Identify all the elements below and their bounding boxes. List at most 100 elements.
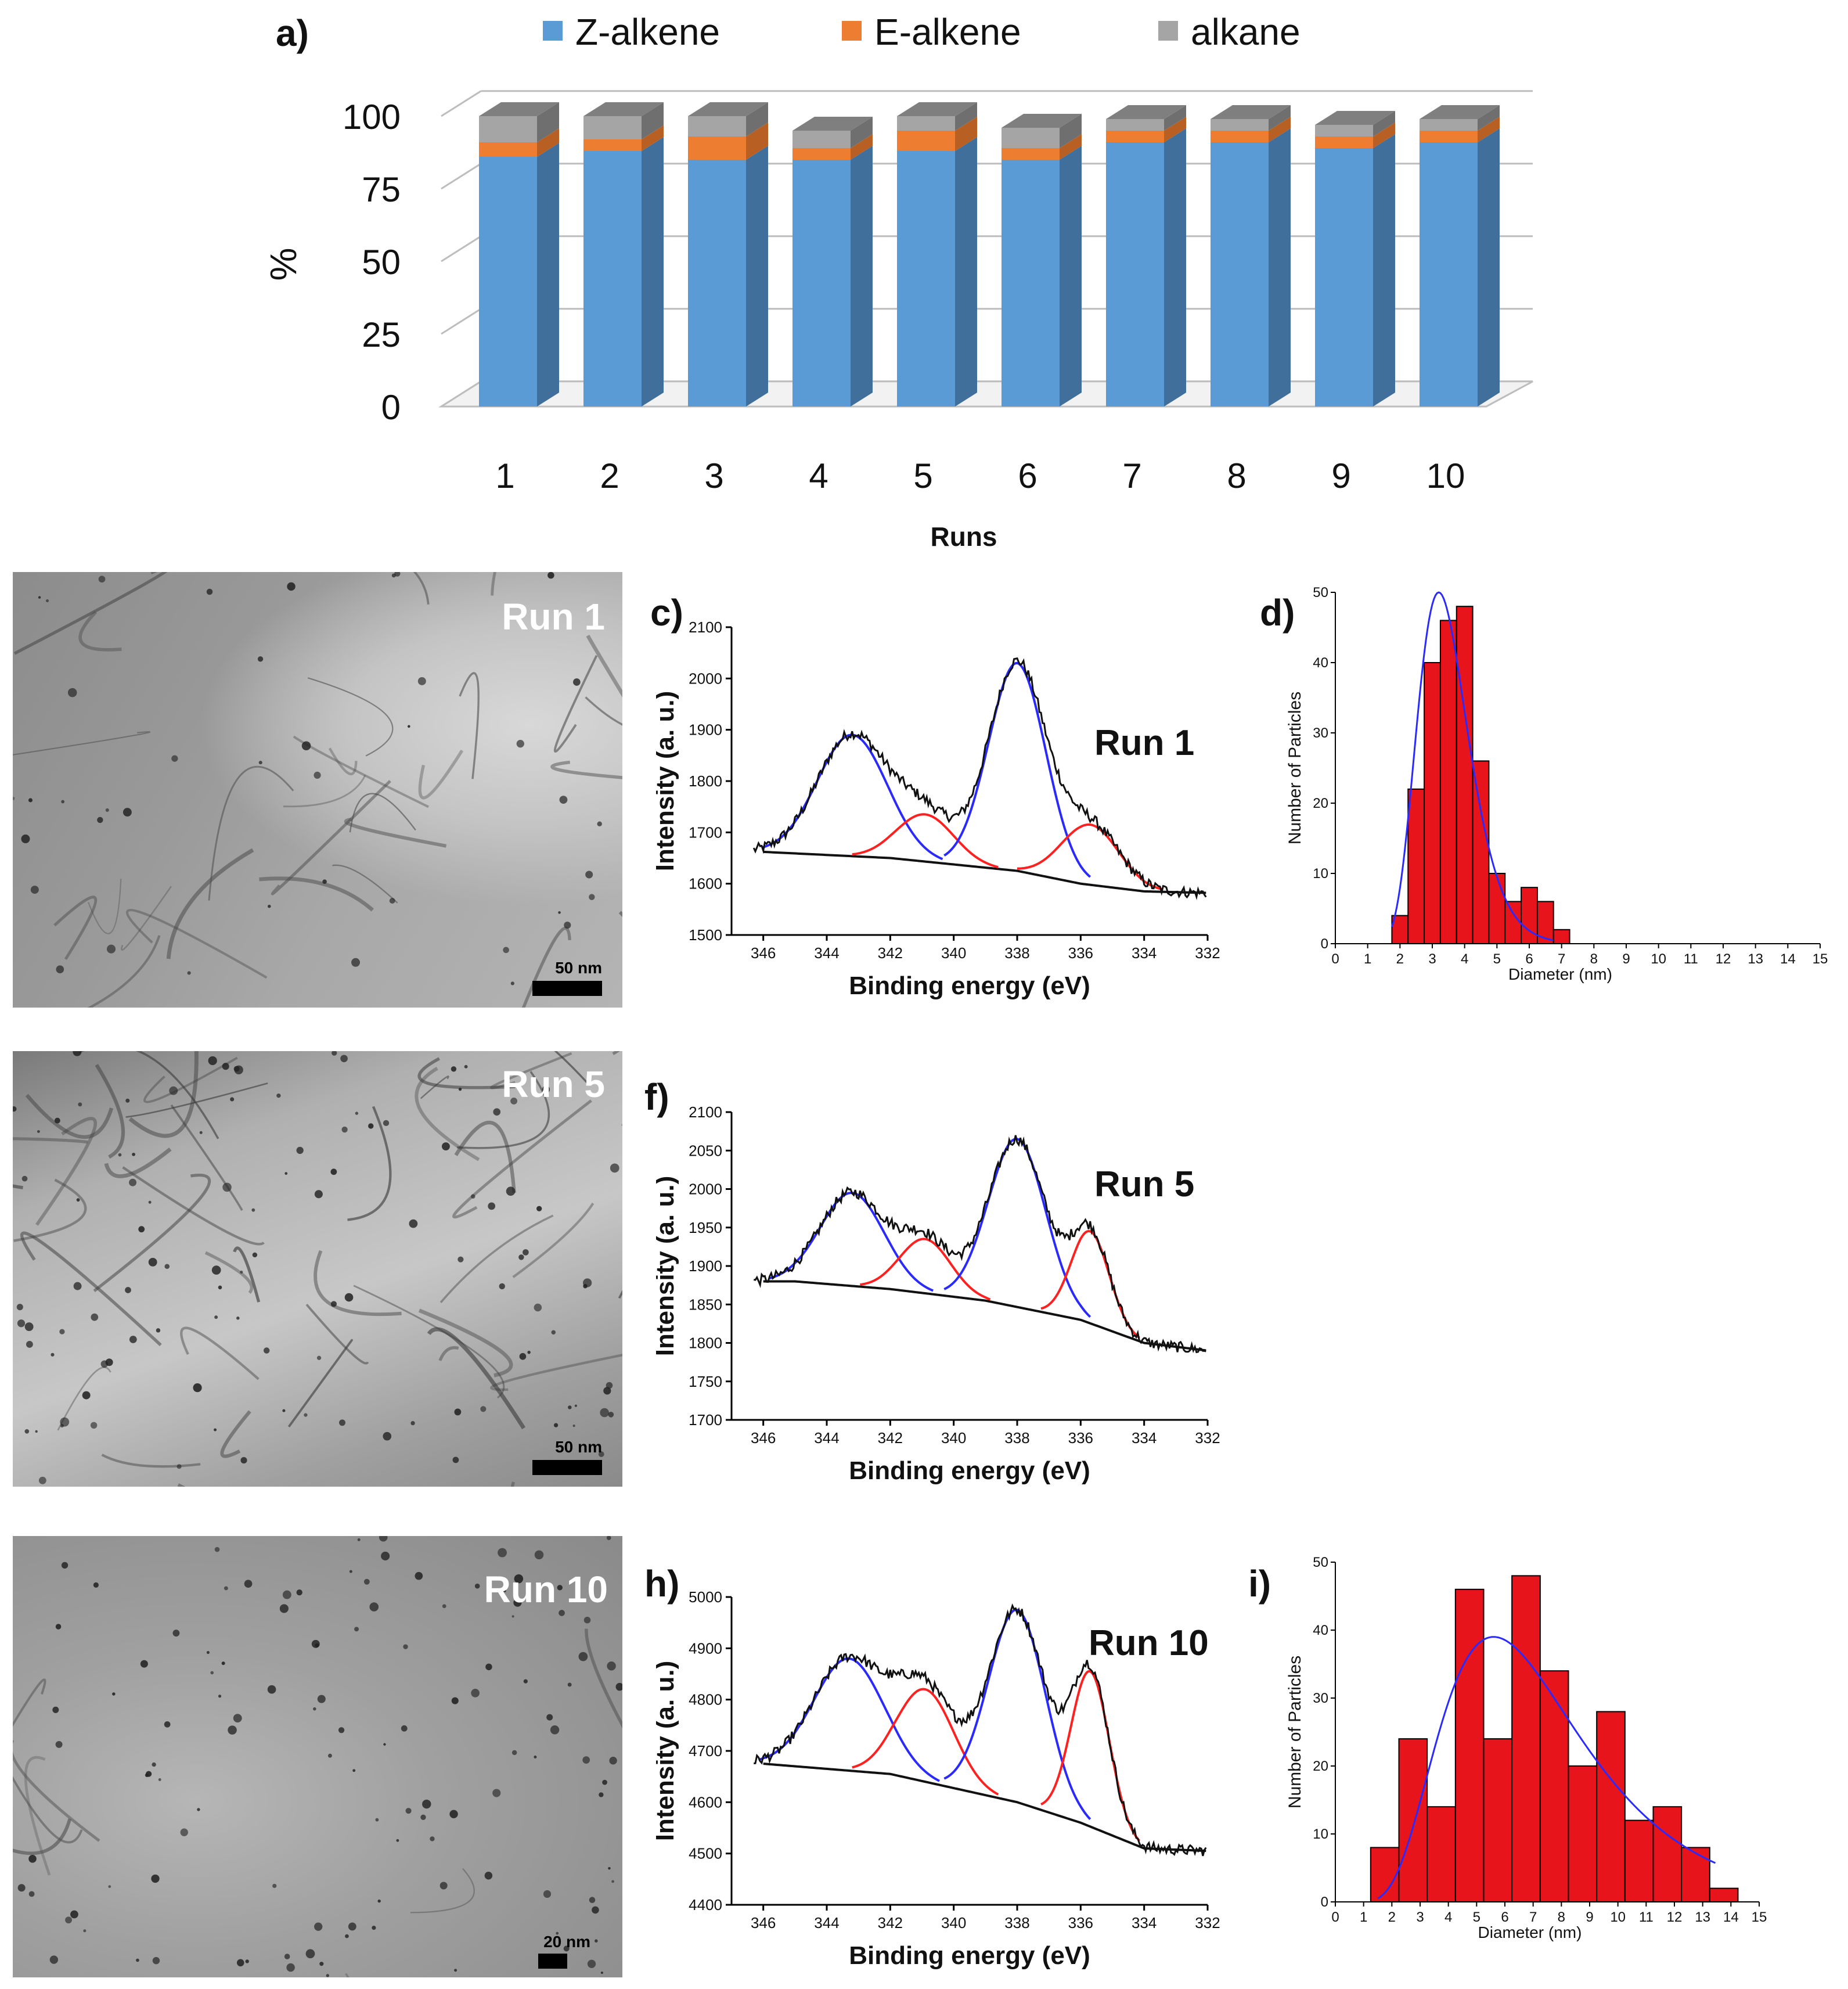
bar-side-alkane xyxy=(642,102,664,139)
nanoparticle xyxy=(558,911,561,914)
experimental-spectrum xyxy=(754,1603,1207,1857)
nanoparticle xyxy=(61,1562,69,1569)
nanoparticle xyxy=(233,1066,240,1072)
nanoparticle xyxy=(240,1270,243,1274)
sheet-wrinkle xyxy=(512,1202,595,1278)
x-tick-label: 12 xyxy=(1667,1909,1683,1925)
nanoparticle xyxy=(339,1419,345,1426)
red-peak-fit xyxy=(1017,823,1163,891)
nanoparticle xyxy=(369,1602,379,1612)
nanoparticle xyxy=(314,1190,323,1199)
nanoparticle xyxy=(282,1409,286,1412)
nanoparticle xyxy=(317,1695,326,1703)
x-tick-label: 7 xyxy=(1529,1909,1537,1925)
sheet-wrinkle xyxy=(53,895,98,960)
bar-top xyxy=(1002,114,1082,128)
x-tick-label: 344 xyxy=(814,1914,839,1932)
sheet-wrinkle xyxy=(490,1354,622,1391)
y-axis-label: Intensity (a. u.) xyxy=(656,1661,679,1841)
nanoparticle xyxy=(16,1304,23,1311)
nanoparticle xyxy=(214,1315,218,1319)
blue-peak-fit xyxy=(758,1657,940,1782)
tem-image-run-1: Run 1 50 nm xyxy=(13,572,622,1008)
nanoparticle xyxy=(73,1282,82,1290)
nanoparticle xyxy=(600,1408,609,1418)
x-tick-label: 1 xyxy=(1364,951,1371,967)
bar-segment-alkane xyxy=(897,116,955,131)
y-tick-label: 100 xyxy=(343,98,401,136)
y-tick-label: 4400 xyxy=(689,1896,722,1914)
nanoparticle xyxy=(287,582,296,591)
y-tick-label: 30 xyxy=(1313,725,1328,741)
bar-segment-e-alkene xyxy=(1211,131,1269,142)
nanoparticle xyxy=(314,771,321,779)
x-tick-label: 10 xyxy=(1610,1909,1626,1925)
nanoparticle xyxy=(206,1651,210,1654)
y-axis-label: Number of Particles xyxy=(1285,1656,1305,1808)
nanoparticle xyxy=(516,739,524,748)
nanoparticle xyxy=(534,1303,542,1312)
nanoparticle xyxy=(480,1406,487,1412)
bar-segment-alkane xyxy=(792,131,851,148)
sheet-wrinkle xyxy=(125,1082,268,1118)
y-tick-label: 1850 xyxy=(689,1296,722,1313)
bar-segment-z-alkene xyxy=(1420,142,1478,407)
nanoparticle xyxy=(499,1283,505,1290)
nanoparticle xyxy=(534,1550,544,1560)
nanoparticle xyxy=(583,1616,591,1624)
sheet-wrinkle xyxy=(287,1339,353,1427)
sheet-wrinkle xyxy=(554,1051,589,1085)
nanoparticle xyxy=(401,1725,408,1732)
histogram-bar xyxy=(1536,901,1554,945)
nanoparticle xyxy=(484,1871,493,1880)
bar-side-z-alkene xyxy=(1373,134,1395,407)
nanoparticle xyxy=(123,808,132,817)
sheet-wrinkle xyxy=(35,1117,97,1226)
sheet-wrinkle xyxy=(618,911,622,918)
nanoparticle xyxy=(597,821,602,826)
panel-label-a: a) xyxy=(276,12,309,54)
y-tick-label: 40 xyxy=(1313,1623,1328,1638)
x-tick-label: 340 xyxy=(941,1914,966,1932)
nanoparticle xyxy=(286,1963,295,1972)
sheet-wrinkle xyxy=(271,780,391,895)
nanoparticle xyxy=(349,1570,352,1573)
nanoparticle xyxy=(458,1087,462,1091)
nanoparticle xyxy=(252,1252,258,1258)
nanoparticle xyxy=(372,1926,376,1930)
bar-segment-e-alkene xyxy=(792,148,851,160)
bar-side-e-alkene xyxy=(1164,117,1186,142)
scale-label: 50 nm xyxy=(555,959,602,977)
sheet-wrinkle xyxy=(13,1137,88,1144)
nanoparticle xyxy=(258,761,262,765)
nanoparticle xyxy=(282,1590,291,1599)
nanoparticle xyxy=(28,1855,37,1863)
scale-label: 50 nm xyxy=(555,1438,602,1456)
sheet-wrinkle xyxy=(13,572,168,655)
sheet-wrinkle xyxy=(13,1178,87,1242)
nanoparticle xyxy=(417,677,426,685)
x-tick-label: 4 xyxy=(1444,1909,1452,1925)
nanoparticle xyxy=(608,1866,611,1870)
xps-spectrum-run-5: 1700 1750 1800 1850 1900 1950 2000 2050 2100 346 3… xyxy=(656,1103,1220,1485)
bar-segment-z-alkene xyxy=(1315,148,1373,407)
gridline-diag xyxy=(441,235,482,262)
tem-title: Run 5 xyxy=(502,1063,605,1105)
x-tick-label: 4 xyxy=(1461,951,1468,967)
x-axis-label: Binding energy (eV) xyxy=(849,1941,1090,1970)
nanoparticle xyxy=(315,1643,319,1648)
sheet-wrinkle xyxy=(88,879,122,934)
bar-side-e-alkene xyxy=(1060,134,1082,160)
x-axis-label: Diameter (nm) xyxy=(1508,965,1612,983)
x-tick-label: 342 xyxy=(878,944,903,962)
nanoparticle xyxy=(381,1551,390,1561)
nanoparticle xyxy=(330,1301,337,1307)
lognormal-fit-curve xyxy=(1390,591,1554,941)
nanoparticle xyxy=(609,1757,617,1765)
x-tick-label: 346 xyxy=(751,944,776,962)
nanoparticle xyxy=(272,1883,277,1889)
nanoparticle xyxy=(474,1583,480,1589)
x-tick-label: 12 xyxy=(1716,951,1731,967)
nanoparticle xyxy=(67,688,77,697)
nanoparticle xyxy=(164,1264,170,1269)
